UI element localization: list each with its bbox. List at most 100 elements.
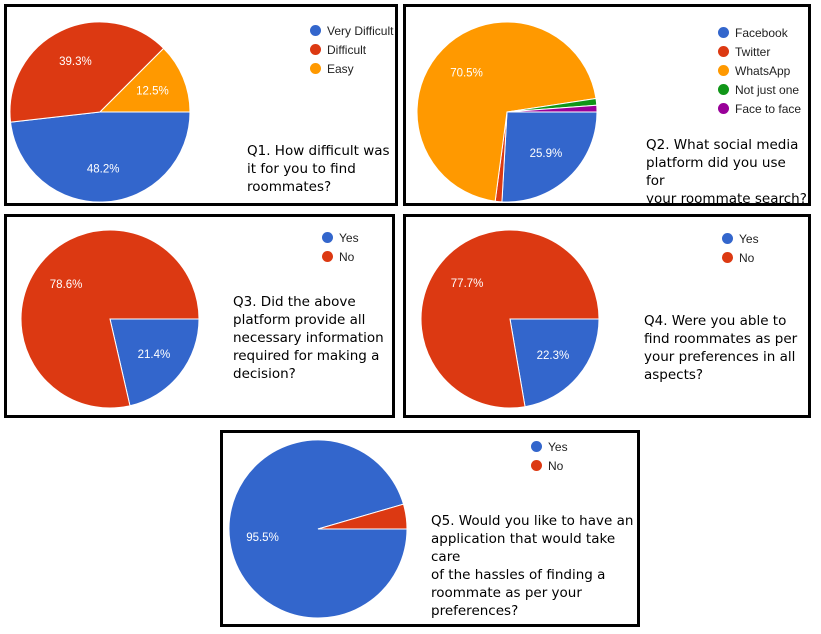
legend-item: No — [322, 247, 359, 266]
pie-slice-difficult — [9, 21, 165, 123]
legend-dot-icon — [322, 232, 333, 243]
pie-data-label: 39.3% — [59, 56, 92, 68]
pie-data-label: 78.6% — [50, 279, 83, 291]
pie-chart-q5: 95.5% — [228, 439, 408, 619]
legend-label: Yes — [339, 230, 359, 245]
question-line: Q2. What social media — [646, 137, 799, 153]
legend-dot-icon — [718, 46, 729, 57]
pie-slice-no — [20, 229, 200, 409]
legend-dot-icon — [310, 44, 321, 55]
pie-chart-q3: 21.4% 78.6% — [20, 229, 200, 409]
legend-dot-icon — [718, 27, 729, 38]
legend-label: Difficult — [327, 42, 367, 57]
legend-label: Facebook — [735, 25, 788, 40]
pie-data-label: 25.9% — [530, 148, 563, 160]
question-line: necessary information — [233, 330, 384, 346]
legend-item: Twitter — [718, 42, 801, 61]
chart-panel-q2: 25.9% 70.5% Facebook Twitter WhatsApp Not… — [403, 4, 811, 208]
legend-q5: Yes No — [531, 437, 568, 475]
legend-dot-icon — [531, 441, 542, 452]
legend-dot-icon — [531, 460, 542, 471]
pie-slice-facebook — [501, 111, 598, 203]
legend-dot-icon — [310, 63, 321, 74]
pie-data-label: 22.3% — [537, 350, 570, 362]
pie-data-label: 21.4% — [138, 349, 171, 361]
question-line: required for making a — [233, 348, 380, 364]
chart-panel-q3: 21.4% 78.6% Yes No Q3. Did the above plat… — [4, 214, 395, 418]
pie-slice-no — [420, 229, 600, 409]
pie-chart-q2: 25.9% 70.5% — [416, 21, 598, 203]
question-line: Q4. Were you able to — [644, 313, 787, 329]
legend-item: Very Difficult — [310, 21, 393, 40]
legend-item: Yes — [531, 437, 568, 456]
question-line: platform provide all — [233, 312, 366, 328]
legend-q3: Yes No — [322, 228, 359, 266]
chart-panel-q1: 48.2% 39.3% 12.5% Very Difficult Difficult… — [4, 4, 398, 206]
legend-dot-icon — [310, 25, 321, 36]
legend-item: Yes — [722, 229, 759, 248]
question-text-q5: Q5. Would you like to have an applicatio… — [431, 512, 637, 620]
legend-label: No — [339, 249, 355, 264]
question-text-q1: Q1. How difficult was it for you to find… — [247, 142, 390, 196]
chart-panel-q4: 22.3% 77.7% Yes No Q4. Were you able to f… — [403, 214, 811, 418]
legend-q1: Very Difficult Difficult Easy — [310, 21, 393, 78]
legend-item: Facebook — [718, 23, 801, 42]
legend-label: Easy — [327, 61, 354, 76]
legend-q4: Yes No — [722, 229, 759, 267]
legend-label: WhatsApp — [735, 63, 791, 78]
legend-dot-icon — [322, 251, 333, 262]
legend-item: Yes — [322, 228, 359, 247]
legend-item: WhatsApp — [718, 61, 801, 80]
question-line: roommate as per your — [431, 585, 582, 601]
pie-data-label: 95.5% — [246, 532, 279, 544]
question-line: decision? — [233, 366, 296, 382]
legend-item: No — [531, 456, 568, 475]
question-line: platform did you use for — [646, 155, 786, 189]
question-line: Q1. How difficult was — [247, 143, 390, 159]
pie-slice-whatsapp — [416, 21, 597, 202]
legend-item: Face to face — [718, 99, 801, 118]
question-text-q2: Q2. What social media platform did you u… — [646, 136, 808, 208]
legend-item: No — [722, 248, 759, 267]
chart-panel-q5: 95.5% Yes No Q5. Would you like to have … — [220, 430, 640, 627]
question-line: aspects? — [644, 367, 704, 383]
pie-slice-easy — [98, 47, 191, 113]
legend-label: Not just one — [735, 82, 800, 97]
question-line: it for you to find — [247, 161, 356, 177]
legend-item: Difficult — [310, 40, 393, 59]
question-line: Q5. Would you like to have an — [431, 513, 634, 529]
pie-data-label: 48.2% — [87, 164, 120, 176]
pie-slice-no — [317, 503, 408, 530]
pie-slice-face-to-face — [506, 104, 598, 113]
pie-chart-q4: 22.3% 77.7% — [420, 229, 600, 409]
pie-slice-yes — [509, 318, 600, 408]
question-line: find roommates as per — [644, 331, 798, 347]
legend-label: Yes — [548, 439, 568, 454]
pie-data-label: 70.5% — [450, 67, 483, 79]
legend-label: No — [548, 458, 564, 473]
question-line: of the hassles of finding a — [431, 567, 606, 583]
legend-label: No — [739, 250, 755, 265]
legend-label: Very Difficult — [327, 23, 394, 38]
legend-dot-icon — [718, 84, 729, 95]
question-line: roommates? — [247, 179, 332, 195]
pie-slice-very-difficult — [10, 111, 191, 203]
question-text-q4: Q4. Were you able to find roommates as p… — [644, 312, 797, 384]
legend-label: Twitter — [735, 44, 771, 59]
legend-dot-icon — [722, 233, 733, 244]
question-line: your preferences in all — [644, 349, 796, 365]
legend-label: Yes — [739, 231, 759, 246]
legend-dot-icon — [718, 65, 729, 76]
pie-slice-yes — [109, 318, 200, 407]
pie-data-label: 12.5% — [136, 85, 169, 97]
question-line: Q3. Did the above — [233, 294, 356, 310]
legend-dot-icon — [722, 252, 733, 263]
pie-chart-q1: 48.2% 39.3% 12.5% — [9, 21, 191, 203]
question-line: your roommate search? — [646, 191, 807, 207]
legend-item: Not just one — [718, 80, 801, 99]
legend-label: Face to face — [735, 101, 802, 116]
legend-q2: Facebook Twitter WhatsApp Not just one F… — [718, 23, 801, 118]
question-text-q3: Q3. Did the above platform provide all n… — [233, 293, 384, 383]
legend-dot-icon — [718, 103, 729, 114]
legend-item: Easy — [310, 59, 393, 78]
